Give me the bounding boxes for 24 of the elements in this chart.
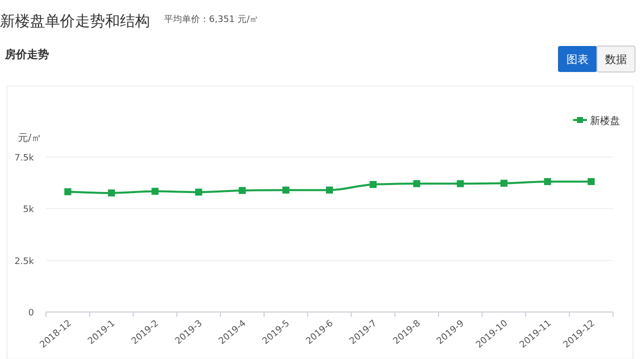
text: 图表 [566, 53, 588, 66]
point [326, 186, 333, 194]
point [370, 180, 377, 188]
legend-label: 新楼盘 [590, 115, 620, 127]
point [64, 188, 72, 196]
y-axis-title: 元/㎡ [18, 133, 42, 144]
point [500, 180, 508, 187]
text: 数据 [605, 53, 627, 66]
chart-subtitle: 平均单价：6,351 元/㎡ [164, 14, 259, 25]
point [152, 188, 159, 195]
point [108, 189, 115, 196]
chart-title: 新楼盘单价走势和结构 [0, 12, 150, 30]
point [282, 186, 290, 194]
point [413, 180, 420, 188]
text: 房价走势 [4, 48, 49, 61]
y-tick-label: 7.5k [14, 154, 35, 164]
point [238, 186, 246, 194]
y-tick-label: 2.5k [14, 256, 35, 267]
point [544, 178, 552, 186]
point [588, 178, 595, 186]
y-tick-label: 0 [28, 308, 34, 318]
point [195, 188, 202, 196]
y-tick-label: 5k [23, 205, 35, 216]
point [456, 180, 464, 188]
